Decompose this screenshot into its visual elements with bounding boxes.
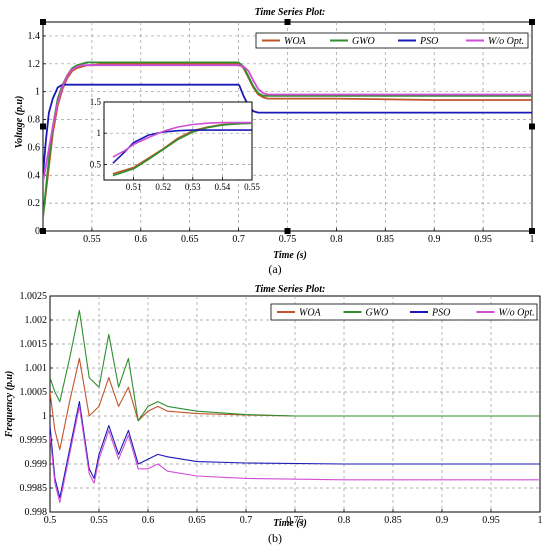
voltage-legend-label-woa: WOA [284, 36, 307, 47]
voltage-chart-title: Time Series Plot: [255, 7, 326, 18]
frequency-legend-label-gwo: GWO [366, 308, 389, 319]
voltage-x-tick-label: 1 [530, 234, 535, 245]
frequency-series-w-o-opt-line [50, 405, 540, 503]
frequency-x-tick-label: 0.7 [240, 515, 253, 526]
voltage-series-group [43, 61, 532, 218]
voltage-series-pso-line [43, 83, 532, 176]
frequency-y-tick-label: 1 [42, 411, 47, 422]
voltage-y-tick-label: 1.2 [28, 59, 41, 70]
resize-handle [284, 228, 291, 234]
caption-b: (b) [268, 531, 282, 545]
voltage-inset-series-gwo-line [112, 122, 252, 177]
frequency-x-axis-label: Time (s) [273, 518, 307, 529]
resize-handle [284, 19, 291, 25]
voltage-y-tick-label: 0 [35, 226, 40, 237]
voltage-x-tick-label: 0.55 [83, 234, 101, 245]
voltage-inset-y-tick-label: 1.5 [90, 97, 102, 107]
voltage-inset-x-tick-label: 0.54 [215, 182, 231, 192]
frequency-x-tick-label: 0.65 [188, 515, 206, 526]
voltage-legend-label-w-o-opt: W/o Opt. [488, 36, 524, 47]
voltage-inset-y-tick-label: 0.5 [90, 159, 102, 169]
frequency-legend-label-w-o-opt: W/o Opt. [499, 308, 535, 319]
frequency-y-tick-label: 0.998 [25, 507, 48, 518]
resize-handle [529, 228, 535, 234]
resize-handle [529, 123, 535, 130]
voltage-inset-x-tick-label: 0.52 [155, 182, 171, 192]
resize-handle [40, 228, 46, 234]
voltage-series-w-o-opt-line [43, 64, 532, 183]
voltage-x-tick-label: 0.65 [181, 234, 199, 245]
frequency-legend-label-pso: PSO [431, 308, 450, 319]
voltage-x-tick-label: 0.6 [135, 234, 148, 245]
frequency-series-gwo-line [50, 309, 540, 422]
voltage-inset-series-group [112, 121, 252, 177]
voltage-y-tick-label: 0.8 [28, 115, 41, 126]
resize-handle [40, 123, 46, 130]
voltage-inset-series-w-o-opt-line [112, 121, 252, 158]
voltage-x-tick-label: 0.95 [474, 234, 492, 245]
frequency-y-tick-label: 1.0025 [20, 291, 48, 302]
frequency-x-tick-label: 1 [538, 515, 543, 526]
voltage-inset-x-tick-label: 0.53 [185, 182, 201, 192]
voltage-y-tick-label: 0.2 [28, 198, 41, 209]
frequency-y-tick-label: 1.0015 [20, 339, 48, 350]
frequency-series-group [50, 309, 540, 503]
voltage-legend-label-gwo: GWO [352, 36, 375, 47]
voltage-y-tick-label: 1 [35, 87, 40, 98]
frequency-legend [270, 303, 538, 321]
voltage-inset-x-tick-label: 0.51 [126, 182, 142, 192]
frequency-x-tick-label: 0.95 [482, 515, 500, 526]
voltage-inset-plot-area [103, 101, 253, 181]
voltage-legend [255, 32, 529, 49]
resize-handle [529, 19, 535, 25]
frequency-y-tick-label: 0.9985 [20, 483, 48, 494]
voltage-y-axis-label: Voltage (p.u) [14, 96, 25, 149]
voltage-x-tick-label: 0.7 [232, 234, 245, 245]
voltage-y-tick-label: 0.4 [28, 170, 41, 181]
frequency-y-tick-label: 1.0005 [20, 387, 48, 398]
voltage-x-tick-label: 0.75 [279, 234, 297, 245]
frequency-x-tick-label: 0.75 [286, 515, 304, 526]
voltage-x-tick-label: 0.8 [330, 234, 343, 245]
caption-a: (a) [268, 262, 281, 276]
voltage-inset-x-tick-label: 0.55 [244, 182, 260, 192]
frequency-chart-title: Time Series Plot: [255, 284, 326, 295]
resize-handle [40, 19, 46, 25]
frequency-y-tick-label: 0.999 [25, 459, 48, 470]
voltage-x-tick-label: 0.85 [377, 234, 395, 245]
frequency-legend-label-woa: WOA [299, 308, 322, 319]
frequency-x-tick-label: 0.9 [436, 515, 449, 526]
frequency-y-tick-label: 1.001 [25, 363, 48, 374]
voltage-y-tick-label: 0.6 [28, 142, 41, 153]
frequency-x-tick-label: 0.85 [384, 515, 402, 526]
voltage-chart-panel: Time Series Plot: Time (s) Voltage (p.u)… [14, 7, 535, 276]
frequency-x-tick-label: 0.6 [142, 515, 155, 526]
frequency-series-pso-line [50, 401, 540, 499]
voltage-y-tick-label: 1.4 [28, 31, 41, 42]
frequency-y-tick-label: 0.9995 [20, 435, 48, 446]
voltage-inset-y-tick-label: 1 [97, 128, 102, 138]
voltage-legend-label-pso: PSO [419, 36, 438, 47]
frequency-y-tick-label: 1.002 [25, 315, 48, 326]
frequency-x-tick-label: 0.55 [90, 515, 108, 526]
voltage-x-tick-label: 0.9 [428, 234, 441, 245]
frequency-x-tick-label: 0.8 [338, 515, 351, 526]
frequency-y-axis-label: Frequency (p.u) [4, 371, 15, 439]
voltage-x-axis-label: Time (s) [273, 250, 307, 261]
frequency-chart-panel: Time Series Plot: Time (s) Frequency (p.… [4, 284, 543, 545]
frequency-x-tick-label: 0.5 [44, 515, 57, 526]
